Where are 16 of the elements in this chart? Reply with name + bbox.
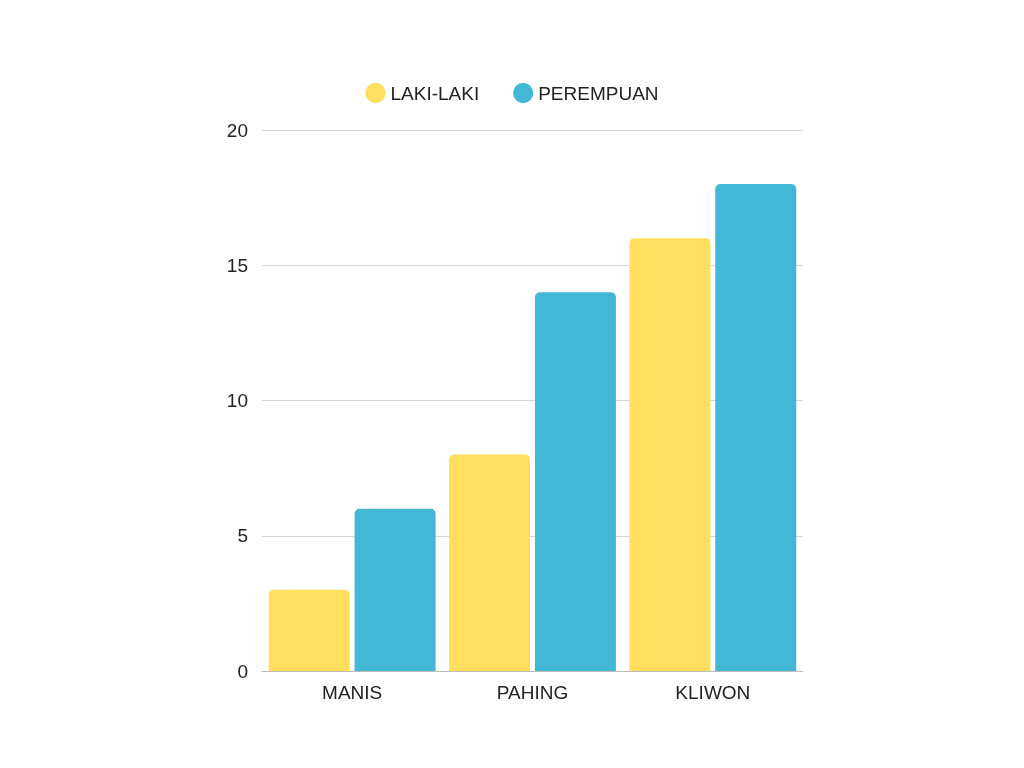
legend-label: LAKI-LAKI <box>390 82 480 104</box>
bar <box>715 184 797 671</box>
x-tick-label: MANIS <box>322 682 383 703</box>
y-tick-label: 10 <box>226 390 248 411</box>
y-tick-label: 15 <box>226 254 248 276</box>
bar <box>354 508 436 671</box>
legend-label: PEREMPUAN <box>538 82 659 104</box>
bar <box>629 238 711 671</box>
y-tick-label: 20 <box>226 119 248 141</box>
x-tick-label: KLIWON <box>675 682 751 703</box>
bar <box>268 589 350 671</box>
bar <box>534 292 616 671</box>
y-tick-label: 0 <box>237 660 248 682</box>
bar <box>449 454 531 671</box>
x-tick-label: PAHING <box>496 682 569 703</box>
y-tick-label: 5 <box>237 525 248 547</box>
